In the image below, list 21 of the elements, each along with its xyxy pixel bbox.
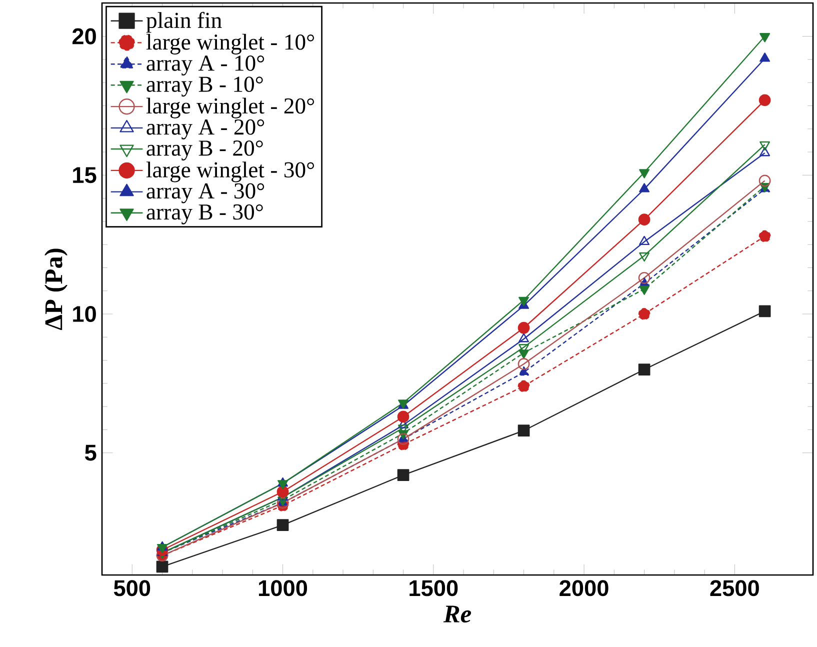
x-tick-label: 500 (114, 580, 150, 596)
y-tick-label: 20 (72, 28, 96, 44)
x-tick-label: 1500 (410, 580, 458, 596)
x-tick-label: 2000 (560, 580, 608, 596)
y-tick-label: 10 (73, 306, 96, 322)
x-axis-title: Re (443, 606, 472, 623)
legend-label: large winglet - 10° (146, 34, 314, 54)
y-tick-label: 15 (73, 167, 96, 184)
y-tick-label: 5 (84, 444, 96, 461)
y-axis-title: ΔP (Pa) (44, 248, 68, 330)
legend-label: large winglet - 30° (146, 162, 314, 182)
x-tick-label: 1000 (258, 580, 308, 596)
legend-label: array A - 20° (146, 119, 264, 140)
legend-label: array B - 20° (146, 140, 263, 160)
legend-label: array A - 30° (146, 183, 264, 204)
legend-label: array B - 10° (146, 76, 263, 97)
legend-label: array B - 30° (146, 204, 263, 224)
legend-label: plain fin (146, 12, 222, 33)
legend-label: array A - 10° (146, 56, 264, 76)
x-tick-label: 2500 (710, 580, 759, 596)
legend-label: large winglet - 20° (146, 98, 314, 118)
